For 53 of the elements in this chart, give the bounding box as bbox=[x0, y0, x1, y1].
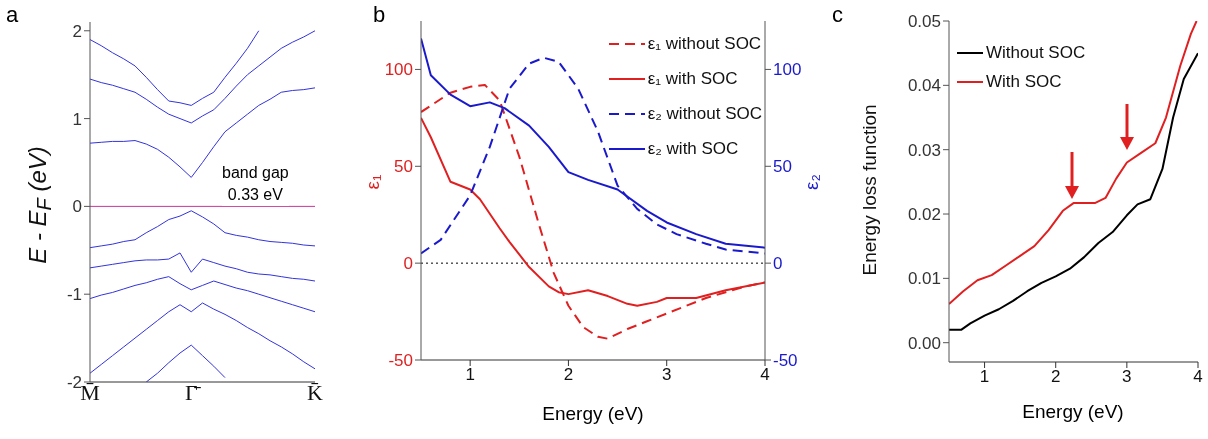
line-series bbox=[90, 252, 315, 282]
x-tick-label: Γ̄ bbox=[184, 379, 202, 405]
y-tick-label: 0 bbox=[72, 197, 82, 217]
y-tick-label: 2 bbox=[72, 21, 82, 41]
y2-tick-label: -50 bbox=[773, 351, 798, 371]
line-series bbox=[90, 276, 315, 313]
y-tick-label: -2 bbox=[66, 373, 82, 393]
x-tick-label: 2 bbox=[563, 365, 574, 385]
x-axis-title: Energy (eV) bbox=[1022, 401, 1124, 423]
line-series bbox=[90, 30, 315, 124]
chart-title: a bbox=[6, 2, 19, 28]
y-tick-label: 0.03 bbox=[907, 140, 941, 160]
y-tick-label: 0.02 bbox=[907, 205, 941, 225]
y-tick-label: 1 bbox=[72, 109, 82, 129]
y2-tick-label: 100 bbox=[773, 60, 802, 80]
legend-label: ε₂ with SOC bbox=[647, 138, 739, 159]
x-tick-label: 2 bbox=[1050, 367, 1061, 387]
y2-axis-title: ε₂ bbox=[801, 174, 823, 190]
y-axis-title: ε₁ bbox=[362, 174, 384, 190]
y-tick-label: 0.04 bbox=[907, 76, 941, 96]
y-tick-label: 0 bbox=[403, 254, 413, 274]
x-axis-title: Energy (eV) bbox=[542, 403, 644, 425]
x-tick-label: 1 bbox=[979, 367, 990, 387]
y-tick-label: -1 bbox=[66, 285, 82, 305]
y-tick-label: 0.05 bbox=[907, 12, 941, 32]
y-tick-label: 100 bbox=[384, 60, 413, 80]
y-tick-label: 0.01 bbox=[907, 269, 941, 289]
x-tick-label: 3 bbox=[1122, 367, 1132, 387]
line-series bbox=[949, 21, 1198, 306]
chart-title: c bbox=[832, 2, 843, 28]
line-series bbox=[90, 210, 315, 249]
y2-tick-label: 0 bbox=[773, 254, 783, 274]
legend-label: ε₁ without SOC bbox=[647, 33, 762, 54]
annotation: band gap 0.33 eV bbox=[222, 162, 289, 206]
line-series bbox=[90, 30, 260, 106]
y-tick-label: 0.00 bbox=[907, 333, 941, 353]
y-tick-label: -50 bbox=[388, 351, 413, 371]
x-tick-label: 4 bbox=[1193, 367, 1203, 387]
y-tick-label: 50 bbox=[394, 157, 413, 177]
x-tick-label: M̄ bbox=[80, 379, 100, 405]
x-tick-label: 3 bbox=[661, 365, 672, 385]
x-tick-label: K̄ bbox=[307, 379, 324, 405]
legend-label: With SOC bbox=[986, 71, 1062, 92]
line-series bbox=[90, 302, 315, 374]
chart-title: b bbox=[373, 2, 386, 28]
legend-label: Without SOC bbox=[986, 42, 1086, 63]
line-series bbox=[145, 344, 226, 382]
y2-tick-label: 50 bbox=[773, 157, 792, 177]
legend-label: ε₂ without SOC bbox=[647, 103, 762, 124]
x-tick-label: 4 bbox=[760, 365, 770, 385]
x-tick-label: 1 bbox=[465, 365, 475, 385]
legend-label: ε₁ with SOC bbox=[647, 68, 738, 89]
y-axis-title: Energy loss function bbox=[859, 104, 881, 276]
